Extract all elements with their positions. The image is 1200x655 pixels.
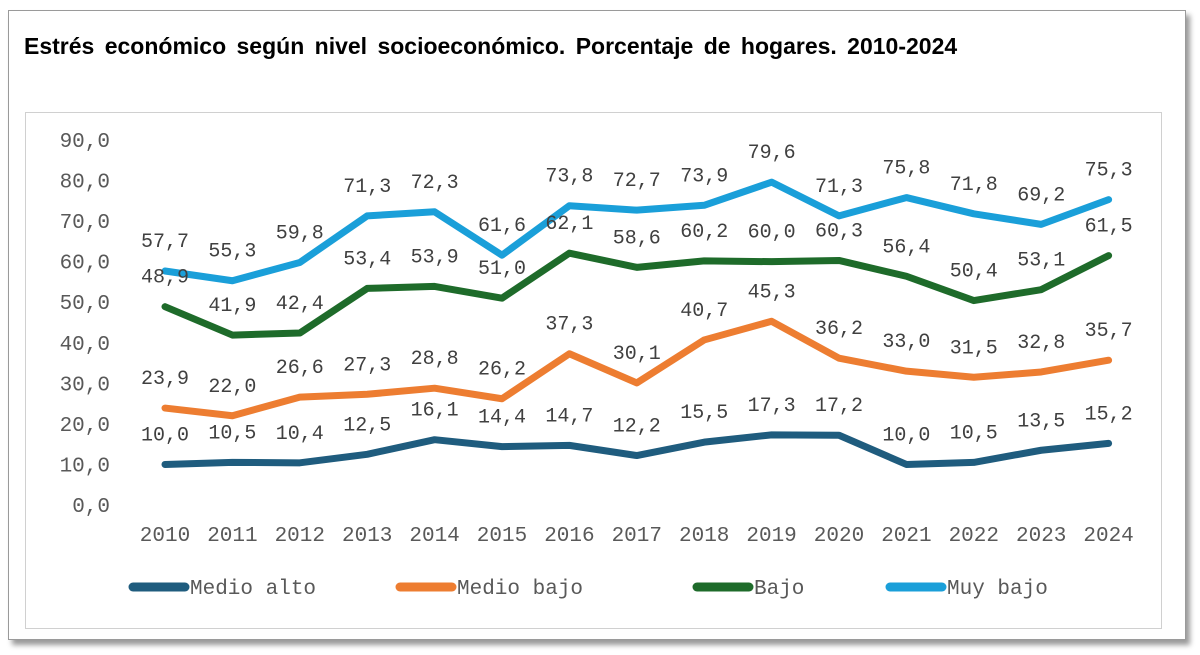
data-label: 61,6 [478, 215, 526, 238]
data-label: 12,5 [343, 414, 391, 437]
data-label: 36,2 [815, 318, 863, 341]
data-label: 10,5 [950, 422, 998, 445]
data-label: 12,2 [613, 416, 661, 439]
data-label: 73,8 [545, 166, 593, 189]
data-label: 62,1 [545, 213, 593, 236]
legend-label: Bajo [754, 578, 804, 601]
series-line-medio-bajo [161, 317, 1113, 420]
data-label: 27,3 [343, 354, 391, 377]
x-tick-label: 2017 [612, 525, 662, 548]
series-line-muy-bajo [161, 178, 1113, 285]
y-tick-label: 20,0 [60, 415, 110, 438]
data-label: 10,4 [276, 423, 324, 446]
x-tick-label: 2016 [544, 525, 594, 548]
data-label: 75,3 [1085, 160, 1133, 183]
data-label: 71,3 [343, 176, 391, 199]
series-line-medio-alto [161, 431, 1113, 468]
chart-title: Estrés económico según nivel socioeconóm… [24, 33, 958, 59]
y-tick-label: 10,0 [60, 455, 110, 478]
y-tick-label: 0,0 [72, 496, 110, 519]
data-label: 31,5 [950, 337, 998, 360]
x-tick-label: 2012 [275, 525, 325, 548]
y-tick-label: 80,0 [60, 172, 110, 195]
data-label: 15,2 [1085, 403, 1133, 426]
data-label: 28,8 [411, 348, 459, 371]
data-label: 17,2 [815, 395, 863, 418]
legend-label: Medio bajo [457, 578, 583, 601]
x-tick-label: 2010 [140, 525, 190, 548]
data-label: 53,4 [343, 248, 391, 271]
data-label: 71,3 [815, 176, 863, 199]
data-label: 23,9 [141, 368, 189, 391]
data-label: 79,6 [748, 142, 796, 165]
data-label: 75,8 [882, 158, 930, 181]
data-label: 55,3 [208, 241, 256, 264]
x-tick-label: 2020 [814, 525, 864, 548]
data-label: 22,0 [208, 376, 256, 399]
y-tick-label: 90,0 [60, 131, 110, 154]
x-tick-label: 2021 [881, 525, 931, 548]
data-label: 60,2 [680, 221, 728, 244]
y-tick-label: 60,0 [60, 253, 110, 276]
data-label: 42,4 [276, 293, 324, 316]
data-label: 56,4 [882, 236, 930, 259]
data-label: 48,9 [141, 267, 189, 290]
data-label: 10,5 [208, 422, 256, 445]
data-label: 71,8 [950, 174, 998, 197]
x-tick-label: 2024 [1083, 525, 1133, 548]
y-tick-label: 30,0 [60, 374, 110, 397]
x-tick-label: 2014 [409, 525, 459, 548]
x-tick-label: 2018 [679, 525, 729, 548]
data-label: 59,8 [276, 222, 324, 245]
plot-area-border [25, 112, 1162, 629]
data-label: 16,1 [411, 400, 459, 423]
data-label: 73,9 [680, 165, 728, 188]
data-label: 60,0 [748, 222, 796, 245]
data-label: 17,3 [748, 395, 796, 418]
data-label: 51,0 [478, 258, 526, 281]
series-line-bajo [161, 249, 1113, 339]
x-tick-label: 2011 [207, 525, 257, 548]
data-label: 14,7 [545, 405, 593, 428]
data-label: 57,7 [141, 231, 189, 254]
data-label: 53,1 [1017, 250, 1065, 273]
data-label: 40,7 [680, 300, 728, 323]
x-tick-label: 2013 [342, 525, 392, 548]
data-label: 72,3 [411, 172, 459, 195]
data-label: 26,6 [276, 357, 324, 380]
x-tick-label: 2015 [477, 525, 527, 548]
data-label: 45,3 [748, 281, 796, 304]
data-label: 72,7 [613, 170, 661, 193]
legend-label: Muy bajo [947, 578, 1048, 601]
data-label: 26,2 [478, 359, 526, 382]
x-tick-label: 2023 [1016, 525, 1066, 548]
data-label: 41,9 [208, 295, 256, 318]
data-label: 32,8 [1017, 332, 1065, 355]
legend-label: Medio alto [190, 578, 316, 601]
data-label: 60,3 [815, 220, 863, 243]
data-label: 33,0 [882, 331, 930, 354]
y-tick-label: 50,0 [60, 293, 110, 316]
data-label: 58,6 [613, 227, 661, 250]
y-tick-label: 40,0 [60, 334, 110, 357]
data-label: 10,0 [141, 424, 189, 447]
x-tick-label: 2022 [949, 525, 999, 548]
data-label: 13,5 [1017, 410, 1065, 433]
data-label: 61,5 [1085, 216, 1133, 239]
data-label: 50,4 [950, 261, 998, 284]
data-label: 15,5 [680, 402, 728, 425]
y-tick-label: 70,0 [60, 212, 110, 235]
data-label: 30,1 [613, 343, 661, 366]
data-label: 37,3 [545, 314, 593, 337]
data-label: 35,7 [1085, 320, 1133, 343]
x-tick-label: 2019 [746, 525, 796, 548]
data-label: 53,9 [411, 246, 459, 269]
data-label: 69,2 [1017, 184, 1065, 207]
data-label: 14,4 [478, 407, 526, 430]
data-label: 10,0 [882, 424, 930, 447]
